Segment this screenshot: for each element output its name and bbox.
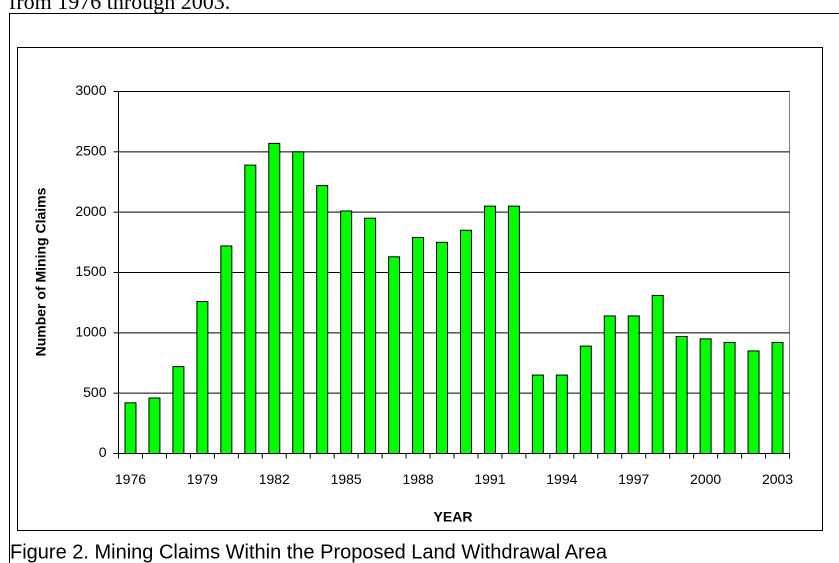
bar	[747, 350, 760, 454]
bar	[124, 402, 137, 455]
bar	[436, 241, 449, 454]
bar	[412, 237, 425, 454]
bar	[268, 142, 281, 455]
bar	[531, 374, 544, 455]
y-tick-label: 0	[99, 444, 107, 460]
bar	[483, 205, 496, 454]
bar	[771, 341, 784, 454]
figure-frame	[9, 13, 839, 563]
y-tick-label: 500	[83, 384, 107, 400]
x-tick-label: 1994	[546, 471, 577, 487]
x-tick-label: 1988	[402, 471, 433, 487]
bar	[340, 210, 353, 454]
bar	[172, 366, 185, 454]
bar	[507, 205, 520, 454]
bar	[603, 315, 616, 454]
bar	[292, 151, 305, 454]
x-tick-label: 1997	[618, 471, 649, 487]
bar	[316, 185, 329, 454]
intro-text: from 1976 through 2003.	[9, 0, 230, 14]
bar	[579, 345, 592, 454]
y-axis-title: Number of Mining Claims	[33, 187, 49, 356]
bar	[459, 229, 472, 454]
bar	[364, 217, 377, 454]
x-tick-label: 1979	[187, 471, 218, 487]
bar	[220, 245, 233, 454]
y-tick-label: 2500	[75, 143, 106, 159]
x-tick-label: 1982	[259, 471, 290, 487]
x-tick-label: 2000	[690, 471, 721, 487]
bar	[555, 374, 568, 455]
bar	[148, 397, 161, 455]
x-tick-label: 2003	[762, 471, 793, 487]
caption: Figure 2. Mining Claims Within the Propo…	[10, 541, 608, 563]
bar	[388, 256, 401, 454]
bar	[723, 341, 736, 454]
bar	[196, 300, 209, 454]
y-tick-label: 3000	[75, 82, 106, 98]
x-tick-label: 1985	[331, 471, 362, 487]
x-tick-label: 1991	[474, 471, 505, 487]
x-tick-label: 1976	[115, 471, 146, 487]
y-tick-label: 2000	[75, 203, 106, 219]
chart-frame	[17, 47, 823, 531]
x-axis-title: YEAR	[434, 509, 473, 525]
y-tick-label: 1500	[75, 263, 106, 279]
y-tick-label: 1000	[75, 324, 106, 340]
bar	[675, 335, 688, 455]
bar	[244, 164, 257, 455]
bar	[627, 315, 640, 454]
bar	[699, 338, 712, 454]
bar	[651, 294, 664, 454]
